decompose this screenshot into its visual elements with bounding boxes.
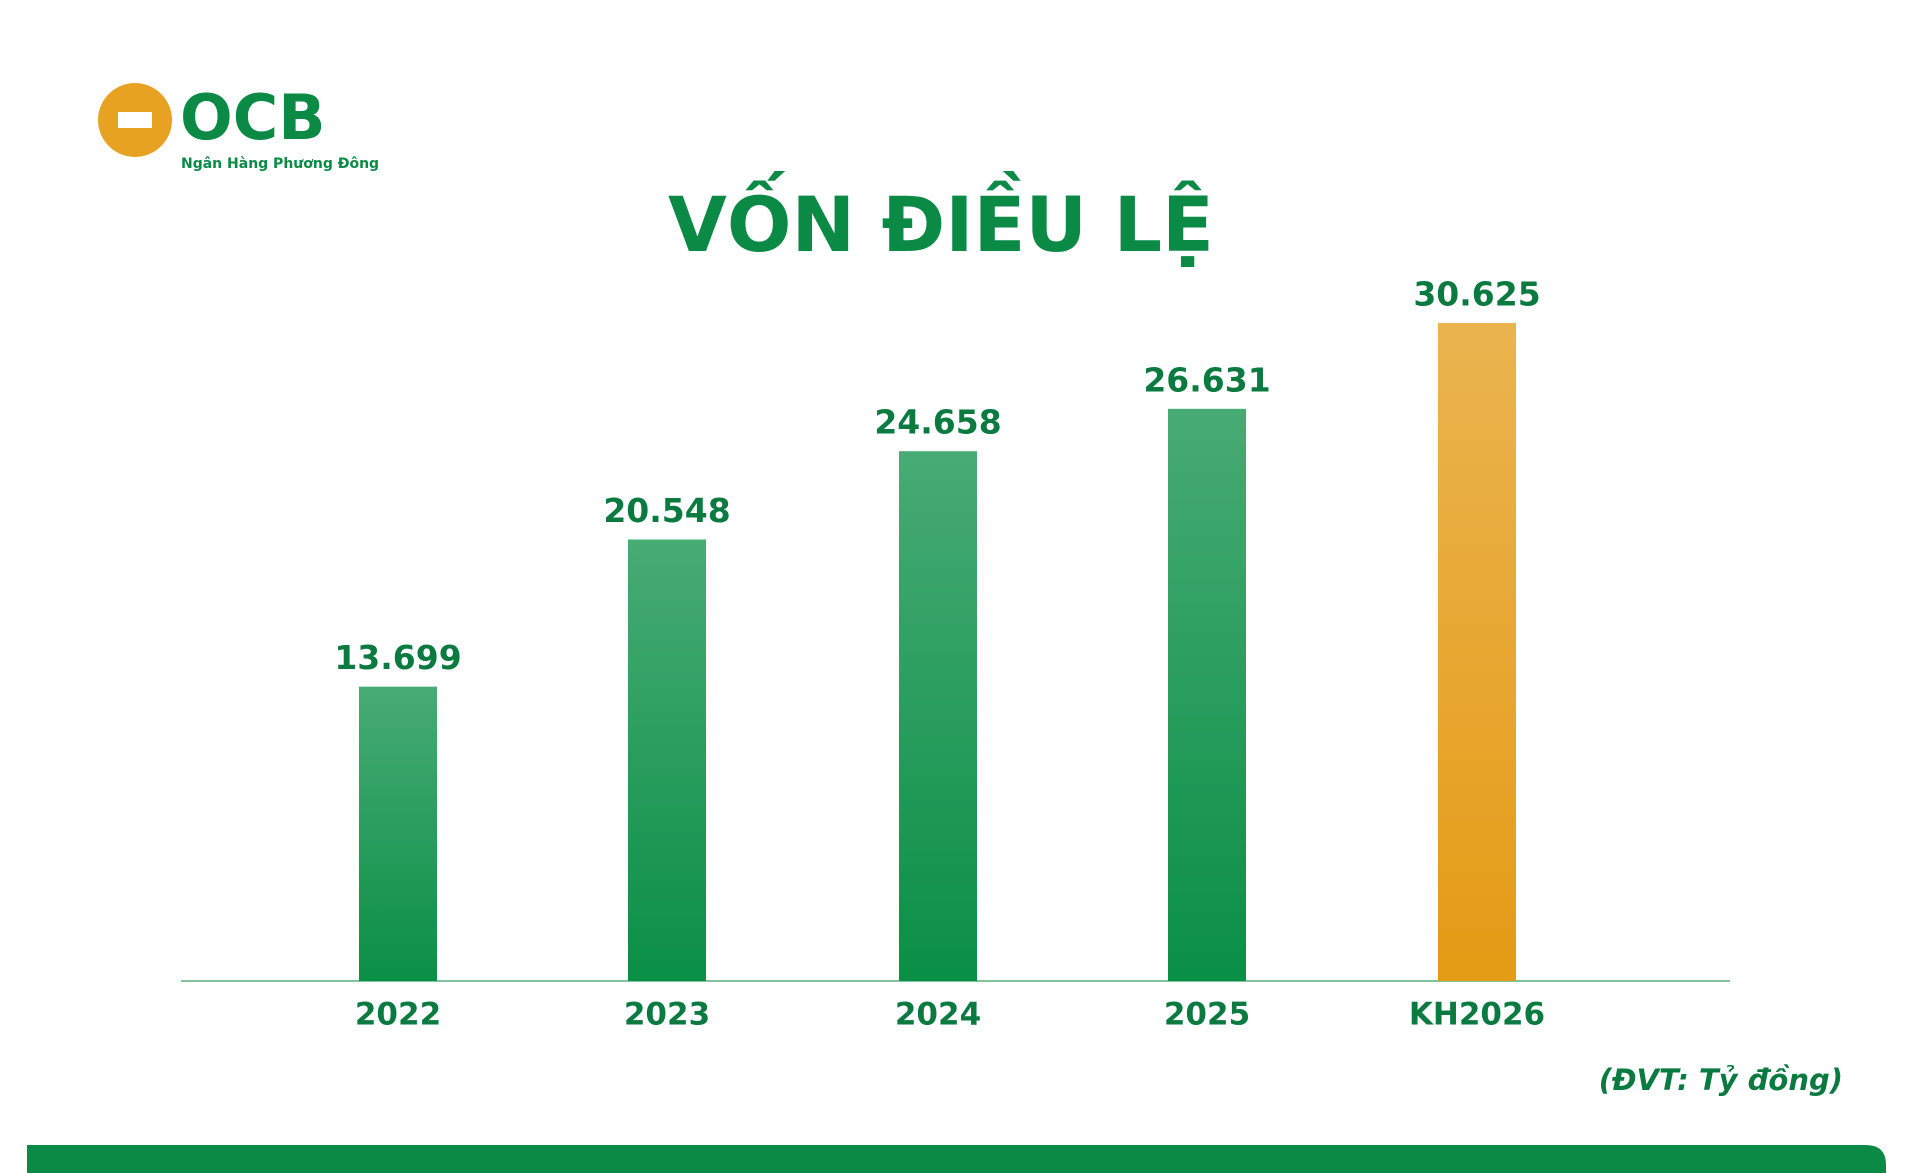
bar: [899, 451, 977, 981]
logo-tagline: Ngân Hàng Phương Đông: [181, 156, 379, 172]
x-tick-label: 2022: [355, 997, 441, 1033]
x-tick-label: 2023: [624, 997, 710, 1033]
bar: [628, 539, 706, 981]
x-tick-label: 2024: [895, 997, 981, 1033]
unit-note: (ĐVT: Tỷ đồng): [1599, 1063, 1843, 1097]
value-label: 30.625: [1413, 275, 1540, 314]
bar: [359, 686, 437, 981]
footer-band: [27, 1145, 1886, 1173]
logo-mark-cut: [118, 112, 152, 128]
value-label: 13.699: [334, 638, 461, 677]
bar: [1438, 323, 1516, 981]
value-label: 20.548: [603, 491, 730, 530]
value-label: 24.658: [874, 403, 1001, 442]
value-label: 26.631: [1143, 360, 1270, 399]
x-tick-label: 2025: [1164, 997, 1250, 1033]
logo-name: OCB: [180, 81, 325, 154]
bar: [1168, 408, 1246, 981]
logo: OCB Ngân Hàng Phương Đông: [98, 81, 379, 172]
chart-title: VỐN ĐIỀU LỆ: [668, 170, 1214, 269]
x-tick-label: KH2026: [1409, 997, 1545, 1033]
